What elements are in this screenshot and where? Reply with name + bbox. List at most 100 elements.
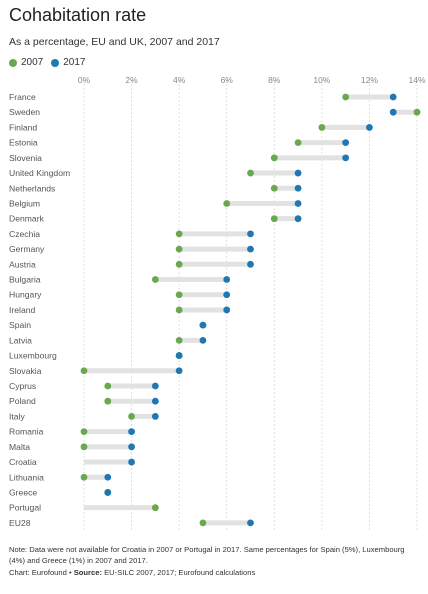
credit-prefix: Chart: Eurofound • <box>9 568 74 577</box>
credit-source-text: EU-SILC 2007, 2017; Eurofound calculatio… <box>102 568 256 577</box>
x-tick-label-14: 14% <box>408 75 425 85</box>
dot-2007-denmark <box>270 215 278 223</box>
dot-2017-united-kingdom <box>294 169 302 177</box>
dot-2017-denmark <box>294 215 302 223</box>
dot-2007-slovakia <box>80 367 88 375</box>
category-label-ireland: Ireland <box>9 305 35 315</box>
dot-2007-belgium <box>223 200 231 207</box>
chart-note: Note: Data were not available for Croati… <box>9 545 405 565</box>
chart-credit: Chart: Eurofound • Source: EU-SILC 2007,… <box>9 568 255 577</box>
dot-2017-poland <box>151 397 159 405</box>
dot-2017-slovakia <box>175 367 183 375</box>
dot-2017-czechia <box>247 230 254 238</box>
dot-2017-slovenia <box>342 154 350 162</box>
dot-2007-united-kingdom <box>247 169 254 177</box>
dot-2017-netherlands <box>294 184 302 192</box>
dot-2007-eu28 <box>199 519 207 527</box>
chart-subtitle: As a percentage, EU and UK, 2007 and 201… <box>9 36 220 48</box>
credit-source-label: Source: <box>73 568 102 577</box>
dot-2017-croatia <box>128 458 135 466</box>
category-label-luxembourg: Luxembourg <box>9 351 57 361</box>
dot-2017-luxembourg <box>175 352 183 359</box>
dot-2017-belgium <box>294 200 302 207</box>
category-label-slovenia: Slovenia <box>9 153 42 163</box>
legend-label-2007: 2007 <box>21 57 44 68</box>
category-label-poland: Poland <box>9 396 36 406</box>
dot-2017-cyprus <box>151 382 159 390</box>
dot-2007-czechia <box>175 230 183 238</box>
x-tick-label-6: 6% <box>221 75 234 85</box>
category-label-lithuania: Lithuania <box>9 472 44 482</box>
dot-2017-france <box>389 93 397 101</box>
dot-2017-spain <box>199 321 207 329</box>
legend-item-2007: 2007 <box>9 57 43 68</box>
dot-2017-romania <box>128 428 135 436</box>
dot-2017-malta <box>128 443 135 451</box>
dot-2007-hungary <box>175 291 183 299</box>
dot-2007-ireland <box>175 306 183 314</box>
dot-2007-poland <box>104 397 112 405</box>
category-label-belgium: Belgium <box>9 198 40 208</box>
dot-2017-greece <box>104 489 112 496</box>
category-label-malta: Malta <box>9 442 30 452</box>
dot-2007-finland <box>318 124 326 131</box>
dot-2017-germany <box>247 245 254 253</box>
dot-2007-slovenia <box>270 154 278 162</box>
dot-2017-bulgaria <box>223 276 231 283</box>
category-label-latvia: Latvia <box>9 335 32 345</box>
category-label-estonia: Estonia <box>9 138 38 148</box>
dot-2007-bulgaria <box>151 276 159 283</box>
category-label-spain: Spain <box>9 320 31 330</box>
category-label-netherlands: Netherlands <box>9 183 55 193</box>
dot-2007-portugal <box>151 504 159 512</box>
category-label-portugal: Portugal <box>9 503 41 513</box>
dot-2007-italy <box>128 413 135 420</box>
category-label-cyprus: Cyprus <box>9 381 36 391</box>
dot-2007-lithuania <box>80 473 88 481</box>
dot-2017-ireland <box>223 306 231 314</box>
dot-2007-malta <box>80 443 88 451</box>
dot-2017-austria <box>247 260 254 268</box>
category-label-hungary: Hungary <box>9 290 42 300</box>
category-label-germany: Germany <box>9 244 45 254</box>
legend: 2007 2017 <box>9 57 94 68</box>
dot-2007-cyprus <box>104 382 112 390</box>
x-tick-label-0: 0% <box>78 75 91 85</box>
category-label-finland: Finland <box>9 122 37 132</box>
dot-2007-austria <box>175 260 183 268</box>
dot-2017-lithuania <box>104 473 112 481</box>
category-label-czechia: Czechia <box>9 229 40 239</box>
dot-2007-romania <box>80 428 88 436</box>
dot-2007-france <box>342 93 350 101</box>
dot-2017-eu28 <box>247 519 254 527</box>
legend-swatch-2017 <box>51 58 60 67</box>
category-label-slovakia: Slovakia <box>9 366 42 376</box>
dot-2017-italy <box>151 413 159 420</box>
category-label-eu28: EU28 <box>9 518 31 528</box>
category-label-bulgaria: Bulgaria <box>9 275 41 285</box>
dot-2017-estonia <box>342 139 350 147</box>
dot-2007-latvia <box>175 336 183 344</box>
x-tick-label-10: 10% <box>313 75 330 85</box>
dot-2007-netherlands <box>270 184 278 192</box>
dot-2017-finland <box>366 124 373 131</box>
legend-label-2017: 2017 <box>63 57 86 68</box>
chart-title: Cohabitation rate <box>9 5 147 25</box>
x-tick-label-2: 2% <box>125 75 138 85</box>
category-label-united-kingdom: United Kingdom <box>9 168 70 178</box>
category-label-france: France <box>9 92 36 102</box>
dot-2007-estonia <box>294 139 302 147</box>
dot-2007-sweden <box>413 108 421 116</box>
dumbbell-chart: 0% 2% 4% 6% 8% 10% 12% 14% France Sweden Finland Es… <box>9 75 426 530</box>
category-label-romania: Romania <box>9 427 44 437</box>
category-label-croatia: Croatia <box>9 457 37 467</box>
category-label-sweden: Sweden <box>9 107 40 117</box>
dot-2017-latvia <box>199 336 207 344</box>
dot-2007-germany <box>175 245 183 253</box>
x-tick-label-4: 4% <box>173 75 186 85</box>
x-tick-label-12: 12% <box>361 75 378 85</box>
legend-swatch-2007 <box>9 58 17 67</box>
dot-2017-sweden <box>389 108 397 116</box>
dot-2017-hungary <box>223 291 231 299</box>
category-label-italy: Italy <box>9 411 25 421</box>
